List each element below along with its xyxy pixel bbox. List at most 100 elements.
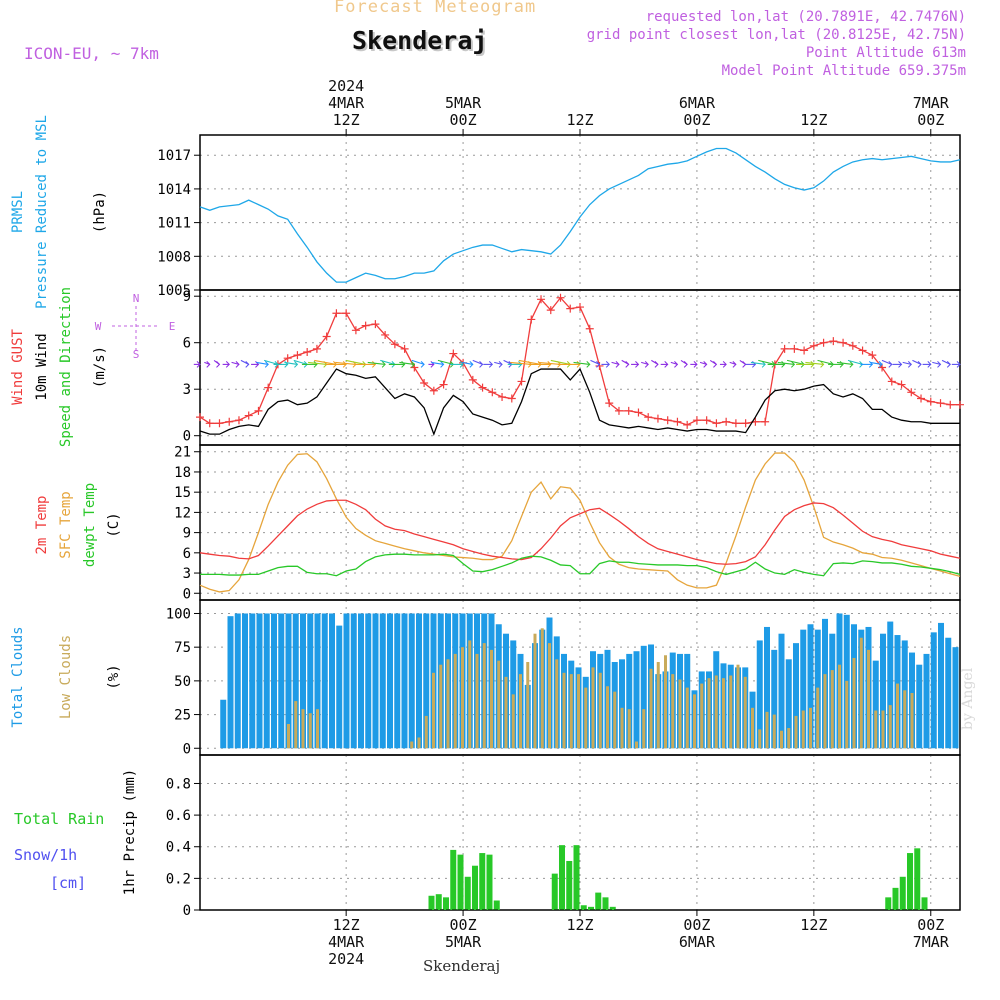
low-cloud-bar [410,741,414,749]
wind-arrow [284,361,298,365]
gust-marker [800,346,809,355]
gust-marker [449,349,458,358]
gust-marker [839,338,848,347]
location-title: Skenderaj [352,26,488,55]
y-tick-label: 6 [183,546,191,562]
total-cloud-bar [220,699,227,749]
bottom-time-label: 6MAR [679,933,716,951]
snow-legend-label: Snow/1h [14,846,77,864]
low-cloud-bar [838,664,841,749]
total-cloud-bar [423,613,430,749]
wind-arrow-head [586,361,591,368]
total-cloud-bar [938,622,944,749]
gust-marker [702,416,711,425]
gust-marker [537,295,546,304]
wind-arrow-head [849,361,854,368]
gust-marker [653,414,662,423]
gust-marker [790,344,799,353]
top-time-label: 00Z [917,111,944,129]
y-tick-label: 15 [174,485,191,501]
gust-marker [293,351,302,360]
wind-arrow [805,361,824,365]
low-cloud-bar [294,701,298,749]
wind-arrow-head [937,361,942,368]
wind-arrow [881,359,893,365]
wind-arrow [380,359,396,365]
total-cloud-bar [314,613,321,749]
gust-marker [556,293,565,302]
gust-marker [605,399,614,408]
y-tick-label: 0.6 [166,808,191,824]
precip-axis-label: 1hr Precip (mm) [122,769,138,895]
wind-arrow-head [907,361,912,368]
top-time-label: 00Z [683,111,710,129]
gust-marker [761,417,770,426]
total-cloud-bar [234,613,241,749]
wind-arrow [573,361,590,365]
wind-arrow [335,361,356,365]
low-cloud-bar [765,711,769,749]
gust-marker [303,348,312,356]
model-label: ICON-EU, ~ 7km [24,44,159,63]
top-time-label: 12Z [800,111,827,129]
wind-arrow-head [956,361,961,368]
gust-marker [741,419,750,428]
wind-unit-label: (m/s) [92,346,108,388]
low-cloud-bar [743,676,747,749]
wind-arrow-head [722,361,727,368]
gust-marker [205,419,214,428]
rain-bar [602,897,609,910]
gust-marker [546,306,555,315]
rain-bar [486,854,493,910]
gust-marker [351,326,360,335]
t2m-axis-label: 2m Temp [34,495,50,554]
gust-marker [673,417,682,426]
wind-arrow-head [596,361,601,368]
compass-cross [112,306,160,352]
wind-arrow [786,359,805,365]
low-cloud-bar [845,680,849,749]
pressure-axis-label: PRMSL [10,191,26,233]
low-cloud-bar [830,670,834,749]
low-cloud-bar [903,690,907,749]
wind-arrow [431,361,444,365]
pressure-unit-label: (hPa) [92,191,108,233]
gust-marker [683,420,692,429]
wind-arrow [902,361,912,365]
low-cloud-bar [577,674,580,749]
low-cloud-bar [482,643,486,749]
low-cloud-bar [656,662,660,749]
bottom-time-label: 00Z [917,916,944,934]
rain-bar [457,854,464,910]
gust-marker [897,380,906,389]
gust-marker [332,309,341,318]
low-cloud-bar [490,649,493,749]
bottom-time-label: 12Z [800,916,827,934]
total-cloud-bar [793,643,799,749]
clouds-panel: 0 25 50 75 100 [166,599,961,757]
low-cloud-bar [584,687,588,749]
low-cloud-bar [758,729,762,749]
total-cloud-bar [771,649,778,749]
gust-marker [381,330,390,339]
gust-marker [322,332,331,341]
wind-arrow [399,361,415,365]
low-cloud-bar [823,674,827,749]
bottom-time-label: 00Z [683,916,710,934]
model-altitude: Model Point Altitude 659.375m [721,63,966,79]
gust-marker [400,344,409,353]
gust-marker [420,379,429,387]
gust-marker [390,340,399,349]
wind-arrow [231,361,240,365]
gridpoint-location: grid point closest lon,lat (20.8125E, 42… [586,27,966,43]
wind-arrow-head [245,361,250,368]
wind-arrow-head [927,361,932,368]
wind-arrow-head [654,361,659,368]
gust-marker [595,361,604,370]
low-cloud-bar [910,693,914,749]
total-cloud-bar [923,653,930,749]
snow-unit-label: [cm] [50,874,86,892]
wind-arrow [870,361,883,365]
low-cloud-bar [671,674,675,749]
wind-arrow [912,359,922,365]
